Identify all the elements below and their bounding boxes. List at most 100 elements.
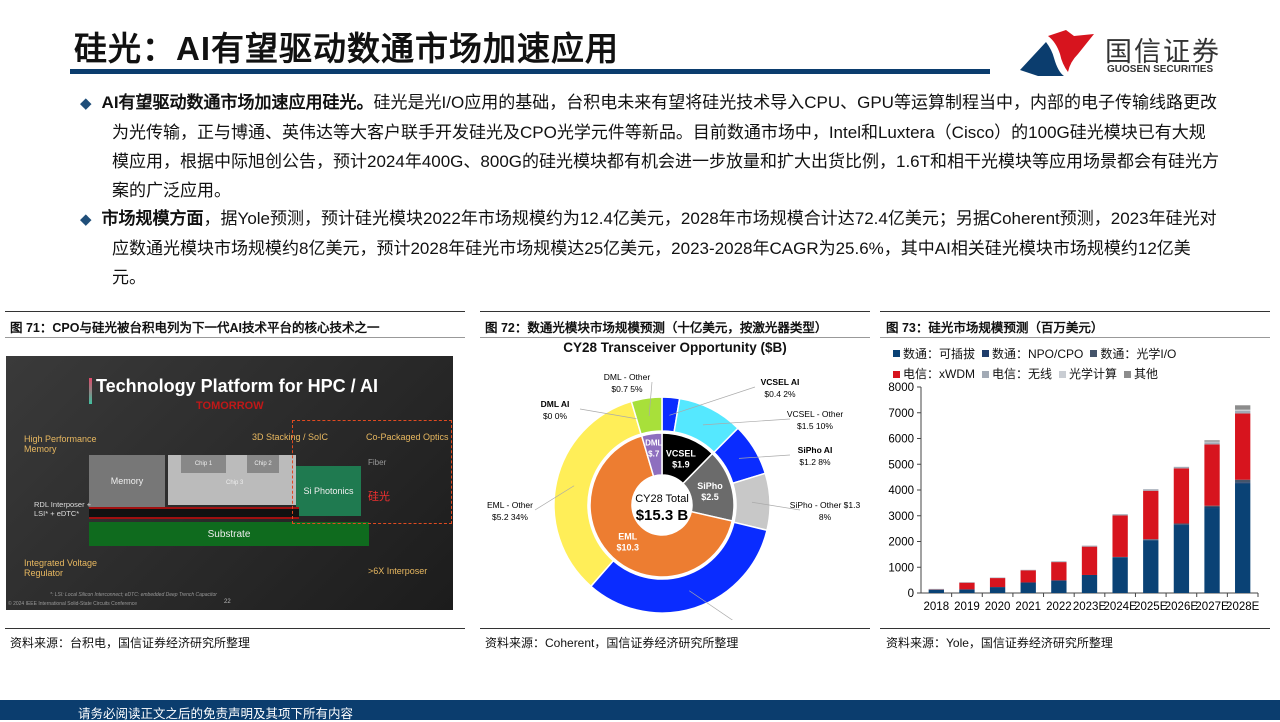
label-ivr: Integrated Voltage Regulator <box>24 558 99 578</box>
paragraph-lead: 市场规模方面 <box>102 209 204 228</box>
bar-segment <box>1051 562 1066 580</box>
image-copyright: © 2024 IEEE International Solid-State Ci… <box>8 601 137 607</box>
bar-segment <box>1174 468 1189 523</box>
bar-segment <box>1204 440 1219 441</box>
bar-segment <box>1174 524 1189 525</box>
footer-disclaimer: 请务必阅读正文之后的免责声明及其项下所有内容 <box>78 703 353 722</box>
legend-item: 数通：光学I/O <box>1090 344 1176 364</box>
bar-segment <box>1051 580 1066 593</box>
bar-segment <box>929 590 944 593</box>
chip-1: Chip 1 <box>181 455 226 473</box>
y-tick-label: 8000 <box>888 382 914 394</box>
bar-segment <box>1204 444 1219 505</box>
x-tick-label: 2021 <box>1015 601 1041 613</box>
bar-segment <box>1204 506 1219 507</box>
bar-segment <box>1235 482 1250 483</box>
x-tick-label: 2022 <box>1046 601 1072 613</box>
caption-rule <box>5 337 465 338</box>
caption-rule <box>880 337 1270 338</box>
y-tick-label: 1000 <box>888 562 914 574</box>
title-divider <box>70 69 990 74</box>
figure-72-caption: 图 72：数通光模块市场规模预测（十亿美元，按激光器类型） <box>485 317 827 336</box>
figure-71-source: 资料来源：台积电，国信证券经济研究所整理 <box>10 634 250 651</box>
y-tick-label: 0 <box>908 588 914 600</box>
y-tick-label: 5000 <box>888 459 914 471</box>
image-title: Technology Platform for HPC / AI <box>96 376 378 397</box>
bar-segment <box>1235 414 1250 480</box>
paragraph-market-size: ◆ 市场规模方面，据Yole预测，预计硅光模块2022年市场规模约为12.4亿美元… <box>80 204 1220 292</box>
label-interposer: >6X Interposer <box>368 566 427 576</box>
x-tick-label: 2026E <box>1165 601 1199 613</box>
image-page-number: 22 <box>224 599 231 605</box>
bar-segment <box>1204 442 1219 443</box>
memory-block: Memory <box>89 455 165 507</box>
bar-segment <box>1235 410 1250 411</box>
bar-segment <box>959 589 974 593</box>
guosen-logo-icon <box>1018 28 1100 78</box>
figure-top-rule <box>480 311 870 312</box>
bar-segment <box>1174 467 1189 469</box>
bar-segment <box>1082 575 1097 593</box>
x-tick-label: 2028E <box>1226 601 1260 613</box>
donut-center-value: $15.3 B <box>636 507 689 524</box>
footer-bar: 请务必阅读正文之后的免责声明及其项下所有内容 <box>0 700 1280 720</box>
outer-label: VCSEL - Other$1.5 10% <box>787 409 844 431</box>
bar-segment <box>1204 442 1219 444</box>
outer-label: SiPho AI$1.2 8% <box>798 445 833 467</box>
x-tick-label: 2020 <box>985 601 1011 613</box>
diamond-bullet-icon: ◆ <box>80 211 92 228</box>
outer-label: DML AI$0 0% <box>541 399 570 421</box>
figure-73-caption: 图 73：硅光市场规模预测（百万美元） <box>886 317 1103 336</box>
figure-top-rule <box>880 311 1270 312</box>
paragraph-text: ，据Yole预测，预计硅光模块2022年市场规模约为12.4亿美元，2028年市… <box>112 209 1217 287</box>
bar-segment <box>1143 491 1158 539</box>
source-rule <box>880 628 1270 629</box>
label-hpm: High Performance Memory <box>24 434 99 454</box>
bar-segment <box>1235 484 1250 593</box>
x-tick-label: 2018 <box>924 601 950 613</box>
bar-segment <box>990 587 1005 593</box>
bar-segment <box>1143 540 1158 541</box>
bar-segment <box>929 589 944 590</box>
outer-label: DML - Other$0.7 5% <box>604 372 651 394</box>
bar-segment <box>1112 514 1127 515</box>
donut-center-label: CY28 Total <box>635 493 689 505</box>
legend-item: 数通：NPO/CPO <box>982 344 1083 364</box>
bar-segment <box>1021 570 1036 571</box>
bar-segment <box>1021 582 1036 593</box>
bar-segment <box>1143 539 1158 540</box>
paragraph-ai-siph: ◆AI有望驱动数通市场加速应用硅光。硅光是光I/O应用的基础，台积电未来有望将硅… <box>80 88 1220 205</box>
outer-label: EML - Other$5.2 34% <box>487 500 533 522</box>
bar-segment <box>1082 547 1097 575</box>
figure-71-caption: 图 71：CPO与硅光被台积电列为下一代AI技术平台的核心技术之一 <box>10 317 379 336</box>
x-tick-label: 2024E <box>1104 601 1138 613</box>
image-subtitle: TOMORROW <box>196 400 264 412</box>
x-tick-label: 2019 <box>954 601 980 613</box>
y-tick-label: 4000 <box>888 485 914 497</box>
figure-73-source: 资料来源：Yole，国信证券经济研究所整理 <box>886 634 1113 651</box>
bar-segment <box>959 583 974 590</box>
y-tick-label: 7000 <box>888 408 914 420</box>
bar-segment <box>990 578 1005 579</box>
chip-2: Chip 2 <box>247 455 279 473</box>
donut-title: CY28 Transceiver Opportunity ($B) <box>480 340 870 360</box>
bar-segment <box>990 578 1005 587</box>
image-footnote: *: LSI: Local Silicon Interconnect; eDTC… <box>50 592 217 598</box>
outer-label: VCSEL AI$0.4 2% <box>761 377 800 399</box>
diamond-bullet-icon: ◆ <box>80 95 92 112</box>
bar-segment <box>1204 508 1219 593</box>
x-tick-label: 2027E <box>1195 601 1229 613</box>
figure-top-rule <box>5 311 465 312</box>
tsmc-technology-platform-image: Technology Platform for HPC / AI TOMORRO… <box>6 356 453 610</box>
bar-segment <box>1204 507 1219 508</box>
figure-72-source: 资料来源：Coherent，国信证券经济研究所整理 <box>485 634 738 651</box>
y-tick-label: 3000 <box>888 511 914 523</box>
paragraph-lead: AI有望驱动数通市场加速应用硅光。 <box>102 93 374 112</box>
bar-segment <box>1235 480 1250 483</box>
substrate-block: Substrate <box>89 522 369 546</box>
bar-segment <box>1143 489 1158 491</box>
y-tick-label: 6000 <box>888 434 914 446</box>
